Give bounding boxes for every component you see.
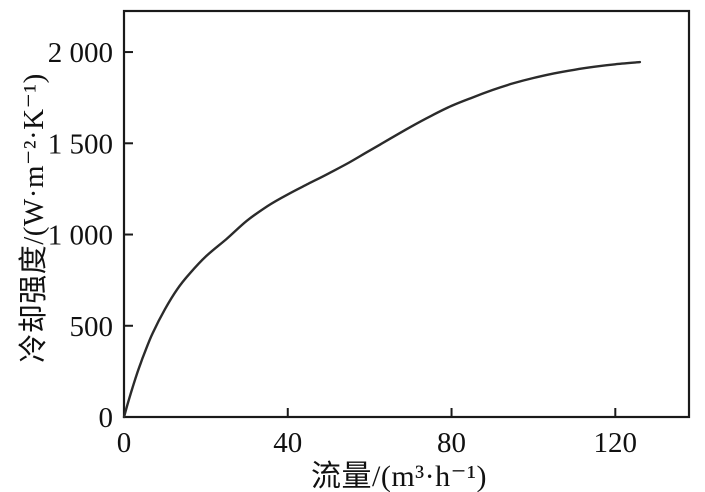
y-tick-label: 1 500	[48, 128, 113, 160]
y-tick-label: 500	[70, 311, 114, 343]
plot-border	[122, 9, 691, 419]
x-tick-label: 120	[594, 427, 638, 459]
x-axis-title: 流量/(m³·h⁻¹)	[311, 460, 487, 492]
x-tick-label: 40	[273, 427, 302, 459]
y-tick-label: 2 000	[48, 37, 113, 69]
data-curve	[122, 60, 642, 419]
y-tick-label: 0	[99, 402, 114, 434]
y-tick-label: 1 000	[48, 220, 113, 252]
y-axis-title: 冷却强度/(W·m⁻²·K⁻¹)	[18, 73, 50, 363]
x-tick-label: 0	[117, 427, 132, 459]
x-tick-label: 80	[437, 427, 466, 459]
